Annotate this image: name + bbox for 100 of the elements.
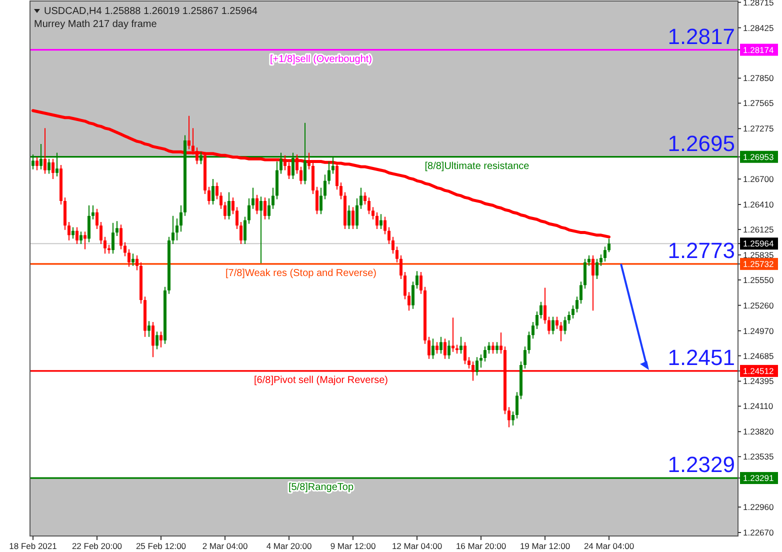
candlestick — [496, 342, 498, 354]
candlestick — [92, 204, 94, 220]
candlestick — [420, 272, 422, 294]
candlestick — [328, 161, 330, 185]
y-tick-label: 1.24395 — [743, 376, 774, 386]
y-tick-label: 1.23291 — [743, 473, 774, 484]
x-tick-label: 18 Feb 2021 — [9, 541, 58, 551]
ref-line-label: [8/8]Ultimate resistance — [424, 160, 530, 172]
candlestick — [208, 186, 210, 205]
candlestick — [388, 226, 390, 244]
ref-line-label: [5/8]RangeTop — [288, 482, 354, 494]
candlestick — [308, 152, 310, 170]
candlestick — [516, 392, 518, 419]
candlestick — [188, 115, 190, 150]
x-tick-label: 25 Feb 12:00 — [136, 541, 186, 551]
y-tick-label: 1.23820 — [743, 426, 774, 437]
candlestick — [580, 281, 582, 304]
candlestick — [236, 206, 238, 230]
candlestick — [592, 254, 594, 312]
candlestick — [560, 322, 562, 342]
candlestick — [428, 336, 430, 360]
candlestick — [380, 214, 382, 230]
y-tick-label: 1.26125 — [743, 224, 774, 234]
candlestick — [284, 154, 286, 171]
candlestick — [508, 406, 510, 428]
candlestick — [448, 340, 450, 360]
candlestick — [404, 272, 406, 300]
candlestick — [600, 254, 602, 266]
candlestick — [408, 292, 410, 312]
candlestick — [52, 158, 54, 180]
y-tick-label: 1.25260 — [743, 300, 774, 310]
y-tick-label: 1.27565 — [743, 98, 774, 108]
candlestick — [492, 342, 494, 354]
candlestick — [72, 226, 74, 240]
y-tick-label: 1.26953 — [743, 152, 774, 162]
y-tick-label: 1.27275 — [743, 124, 774, 134]
candlestick — [488, 342, 490, 354]
candlestick — [76, 226, 78, 244]
annotation: 1.2773 — [668, 238, 735, 263]
candlestick — [480, 354, 482, 368]
candlestick — [300, 166, 302, 185]
x-tick-label: 9 Mar 12:00 — [330, 541, 376, 551]
candlestick — [132, 253, 134, 266]
candlestick — [500, 332, 502, 354]
annotation: 1.2329 — [668, 452, 735, 478]
candlestick — [440, 336, 442, 354]
candlestick — [572, 304, 574, 319]
annotation: 1.2817 — [668, 24, 735, 49]
candlestick — [80, 231, 82, 244]
candlestick — [400, 254, 402, 280]
y-tick-label: 1.23535 — [743, 452, 774, 462]
candlestick — [568, 310, 570, 324]
candlestick — [452, 317, 454, 352]
candlestick — [296, 154, 298, 174]
y-tick-label: 1.25732 — [743, 258, 774, 269]
candlestick — [152, 322, 154, 358]
candlestick — [180, 204, 182, 232]
candlestick — [128, 248, 130, 268]
y-tick-label: 1.24970 — [743, 326, 774, 336]
candlestick — [44, 128, 46, 174]
y-tick-label: 1.28425 — [743, 22, 774, 33]
candlestick — [336, 162, 338, 190]
candlestick — [412, 281, 414, 310]
x-tick-label: 19 Mar 12:00 — [520, 541, 570, 551]
y-tick-label: 1.24110 — [743, 401, 774, 412]
y-tick-label: 1.28174 — [743, 44, 774, 55]
text: Murrey Math 217 day frame — [34, 19, 158, 30]
x-tick-label: 4 Mar 20:00 — [266, 541, 312, 551]
y-tick-label: 1.22960 — [743, 502, 774, 512]
candlestick — [156, 331, 158, 350]
candlestick — [552, 316, 554, 335]
candlestick — [364, 192, 366, 205]
x-tick-label: 16 Mar 20:00 — [456, 541, 506, 551]
x-tick-label: 2 Mar 04:00 — [202, 541, 248, 551]
candlestick — [148, 320, 150, 338]
candlestick — [484, 346, 486, 362]
candlestick — [120, 224, 122, 250]
candlestick — [460, 336, 462, 354]
candlestick — [316, 186, 318, 215]
candlestick — [256, 194, 258, 215]
annotation: 1.2695 — [668, 130, 735, 156]
candlestick — [372, 206, 374, 220]
annotation: 1.2451 — [668, 344, 735, 370]
ref-line-label: [+1/8]sell (Overbought) — [270, 54, 372, 65]
candlestick — [224, 201, 226, 220]
candlestick — [396, 246, 398, 263]
x-tick-label: 22 Feb 20:00 — [72, 541, 122, 551]
y-tick-label: 1.22670 — [743, 527, 774, 538]
candlestick — [376, 212, 378, 230]
candlestick — [36, 156, 38, 171]
candlestick — [192, 128, 194, 155]
candlestick — [540, 301, 542, 319]
candlestick — [476, 356, 478, 376]
candlestick — [356, 198, 358, 230]
candlestick — [596, 258, 598, 280]
candlestick — [68, 222, 70, 241]
y-tick-label: 1.27850 — [743, 73, 774, 84]
candlestick — [444, 338, 446, 360]
candlestick — [532, 322, 534, 340]
candlestick — [160, 331, 162, 348]
